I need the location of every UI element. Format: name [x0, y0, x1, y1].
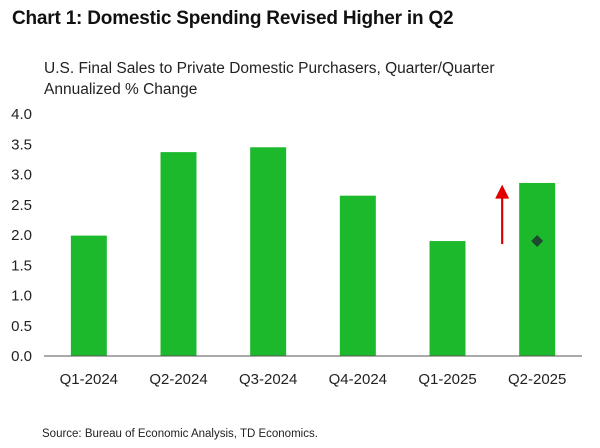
y-tick-label: 3.0 — [11, 167, 32, 184]
y-tick-label: 3.5 — [11, 136, 32, 153]
bar — [429, 241, 466, 356]
source-note: Source: Bureau of Economic Analysis, TD … — [42, 428, 318, 440]
bar — [160, 152, 197, 356]
x-tick-label: Q2-2024 — [149, 371, 207, 388]
bar — [70, 235, 107, 356]
x-tick-label: Q1-2025 — [418, 371, 476, 388]
revision-arrow-head — [495, 184, 510, 199]
y-tick-label: 1.5 — [11, 257, 32, 274]
subtitle-line-2: Annualized % Change — [44, 81, 198, 98]
chart-title: Chart 1: Domestic Spending Revised Highe… — [12, 8, 454, 29]
chart-subtitle: U.S. Final Sales to Private Domestic Pur… — [44, 58, 495, 100]
y-tick-label: 0.0 — [11, 348, 32, 365]
y-tick-label: 2.0 — [11, 227, 32, 244]
subtitle-line-1: U.S. Final Sales to Private Domestic Pur… — [44, 60, 495, 77]
y-tick-label: 2.5 — [11, 197, 32, 214]
x-tick-label: Q1-2024 — [60, 371, 118, 388]
y-tick-label: 1.0 — [11, 288, 32, 305]
x-tick-label: Q3-2024 — [239, 371, 297, 388]
previous-estimate-marker — [531, 235, 544, 248]
y-tick-label: 0.5 — [11, 318, 32, 335]
bar — [250, 147, 287, 356]
x-tick-label: Q4-2024 — [329, 371, 387, 388]
x-tick-label: Q2-2025 — [508, 371, 566, 388]
bar — [519, 182, 556, 356]
y-tick-label: 4.0 — [11, 106, 32, 123]
bar — [339, 195, 376, 356]
